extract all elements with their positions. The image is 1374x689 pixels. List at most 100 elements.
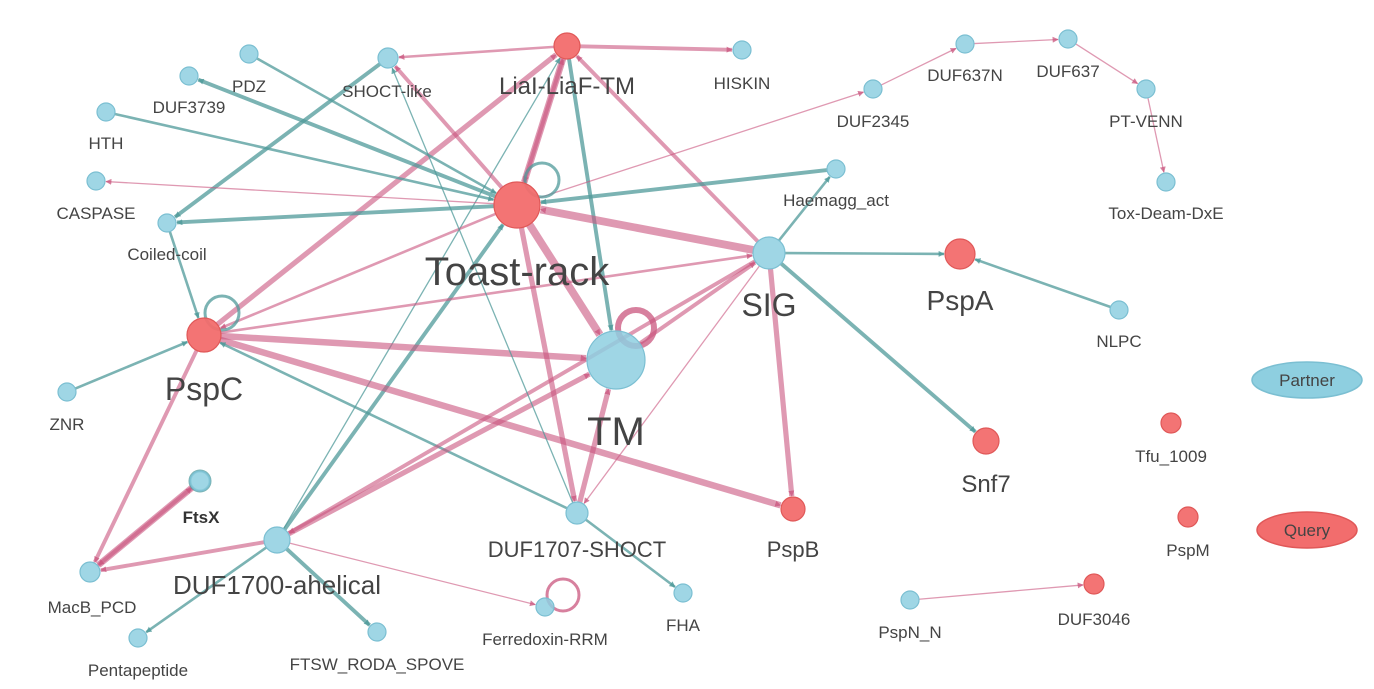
edge-toast-to-tm bbox=[526, 222, 604, 337]
edge-nlpc-to-pspa bbox=[974, 258, 1111, 309]
node-pspm[interactable] bbox=[1177, 506, 1199, 528]
node-label-duf637n: DUF637N bbox=[927, 66, 1003, 85]
node-toxdeam[interactable] bbox=[1156, 172, 1176, 192]
node-pspb[interactable] bbox=[780, 496, 806, 522]
edge-duf1707-to-pspc bbox=[219, 341, 568, 510]
node-label-duf1707: DUF1707-SHOCT bbox=[488, 537, 666, 562]
node-hiskin[interactable] bbox=[732, 40, 752, 60]
node-label-haem: Haemagg_act bbox=[783, 191, 889, 210]
node-duf1700[interactable] bbox=[263, 526, 291, 554]
node-duf2345[interactable] bbox=[863, 79, 883, 99]
edge-duf637n-to-duf637 bbox=[973, 36, 1059, 45]
node-penta[interactable] bbox=[128, 628, 148, 648]
edges-layer bbox=[74, 36, 1166, 634]
node-hth[interactable] bbox=[96, 102, 116, 122]
node-sig[interactable] bbox=[752, 236, 786, 270]
edge-sig-to-snf7 bbox=[779, 262, 977, 434]
node-ftsw[interactable] bbox=[367, 622, 387, 642]
node-label-nlpc: NLPC bbox=[1096, 332, 1141, 351]
edge-duf1707-to-tm bbox=[577, 388, 612, 503]
node-toast[interactable] bbox=[493, 181, 541, 229]
edge-sig-to-duf1700 bbox=[288, 259, 757, 535]
node-label-ferre: Ferredoxin-RRM bbox=[482, 630, 608, 649]
edge-duf1700-to-toast bbox=[282, 223, 505, 531]
edge-sig-to-duf1707 bbox=[583, 265, 761, 504]
node-label-ftsw: FTSW_RODA_SPOVE bbox=[290, 655, 465, 674]
edge-duf637-to-ptvenn bbox=[1075, 43, 1139, 85]
edge-pspc-to-lialiaf bbox=[215, 52, 558, 327]
edge-coiled-to-pspc bbox=[168, 231, 200, 319]
node-label-caspase: CASPASE bbox=[56, 204, 135, 223]
node-label-duf637: DUF637 bbox=[1036, 62, 1099, 81]
node-fha[interactable] bbox=[673, 583, 693, 603]
node-label-macb: MacB_PCD bbox=[48, 598, 137, 617]
node-ferre[interactable] bbox=[535, 597, 555, 617]
node-label-lialiaf: LiaI-LiaF-TM bbox=[499, 73, 635, 100]
node-label-pspnn: PspN_N bbox=[878, 623, 941, 642]
node-label-ftsx: FtsX bbox=[183, 508, 221, 527]
node-tfu[interactable] bbox=[1160, 412, 1182, 434]
edge-toast-to-duf3739 bbox=[197, 77, 497, 199]
node-label-duf3046: DUF3046 bbox=[1058, 610, 1131, 629]
edge-duf1700-to-ftsw bbox=[285, 547, 371, 627]
node-nlpc[interactable] bbox=[1109, 300, 1129, 320]
edge-sig-to-pspa bbox=[784, 250, 945, 257]
edge-duf1707-to-shoct bbox=[391, 67, 574, 504]
node-duf3046[interactable] bbox=[1083, 573, 1105, 595]
edge-tm-to-sig bbox=[638, 261, 757, 345]
node-pdz[interactable] bbox=[239, 44, 259, 64]
node-label-hiskin: HISKIN bbox=[714, 74, 771, 93]
edge-shoct-to-coiled bbox=[173, 62, 382, 219]
edge-duf1700-to-ferre bbox=[289, 542, 536, 607]
node-haem[interactable] bbox=[826, 159, 846, 179]
node-ptvenn[interactable] bbox=[1136, 79, 1156, 99]
node-caspase[interactable] bbox=[86, 171, 106, 191]
node-label-duf1700: DUF1700-ahelical bbox=[173, 570, 381, 600]
node-snf7[interactable] bbox=[972, 427, 1000, 455]
labels-layer: LiaI-LiaF-TM HISKIN SHOCT-like PDZ DUF3739 HT… bbox=[48, 62, 1224, 680]
node-lialiaf[interactable] bbox=[553, 32, 581, 60]
nodes-layer bbox=[57, 29, 1199, 648]
self-loop-toast bbox=[523, 161, 561, 199]
node-coiled[interactable] bbox=[157, 213, 177, 233]
legend-partner-swatch bbox=[1251, 361, 1363, 399]
edge-toast-to-coiled bbox=[176, 204, 495, 226]
legend: Partner Query bbox=[1251, 361, 1363, 549]
legend-query-label: Query bbox=[1284, 521, 1331, 540]
legend-partner-label: Partner bbox=[1279, 371, 1335, 390]
node-label-tm: TM bbox=[587, 410, 645, 454]
node-duf3739[interactable] bbox=[179, 66, 199, 86]
edge-duf1707-to-fha bbox=[584, 518, 676, 589]
node-ftsx[interactable] bbox=[189, 470, 211, 492]
self-loop-pspc bbox=[203, 294, 241, 332]
edge-duf2345-to-duf637n bbox=[880, 47, 957, 86]
node-duf637[interactable] bbox=[1058, 29, 1078, 49]
node-label-tfu: Tfu_1009 bbox=[1135, 447, 1207, 466]
node-duf637n[interactable] bbox=[955, 34, 975, 54]
edge-znr-to-pspc bbox=[74, 340, 188, 390]
node-label-pspb: PspB bbox=[767, 537, 820, 562]
node-shoct[interactable] bbox=[377, 47, 399, 69]
node-label-snf7: Snf7 bbox=[961, 471, 1010, 498]
node-label-sig: SIG bbox=[741, 287, 796, 323]
node-label-hth: HTH bbox=[89, 134, 124, 153]
edge-pspc-to-tm bbox=[220, 332, 587, 362]
edge-duf1700-to-tm bbox=[287, 371, 591, 537]
edge-toast-to-caspase bbox=[105, 178, 495, 205]
edge-sig-to-haem bbox=[777, 176, 831, 242]
self-loop-ferre bbox=[545, 577, 581, 613]
node-tm[interactable] bbox=[586, 330, 646, 390]
edge-duf1700-to-macb bbox=[100, 540, 265, 573]
node-macb[interactable] bbox=[79, 561, 101, 583]
node-label-duf3739: DUF3739 bbox=[153, 98, 226, 117]
node-pspc[interactable] bbox=[186, 317, 222, 353]
node-duf1707[interactable] bbox=[565, 501, 589, 525]
node-label-toxdeam: Tox-Deam-DxE bbox=[1108, 204, 1223, 223]
node-pspa[interactable] bbox=[944, 238, 976, 270]
node-pspnn[interactable] bbox=[900, 590, 920, 610]
edge-toast-to-shoct bbox=[393, 64, 504, 189]
node-znr[interactable] bbox=[57, 382, 77, 402]
node-label-pspm: PspM bbox=[1166, 541, 1209, 560]
edge-pdz-to-toast bbox=[256, 57, 497, 195]
edge-toast-to-pspc bbox=[220, 212, 497, 330]
